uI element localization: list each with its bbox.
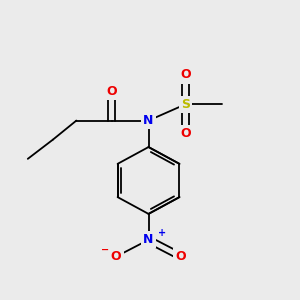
Text: O: O [106, 85, 117, 98]
Text: N: N [143, 233, 154, 246]
Text: O: O [111, 250, 122, 263]
Text: S: S [181, 98, 190, 111]
Text: O: O [180, 127, 190, 140]
Text: N: N [143, 114, 154, 127]
Text: −: − [101, 245, 109, 255]
Text: O: O [176, 250, 186, 263]
Text: +: + [158, 228, 166, 238]
Text: O: O [180, 68, 190, 81]
